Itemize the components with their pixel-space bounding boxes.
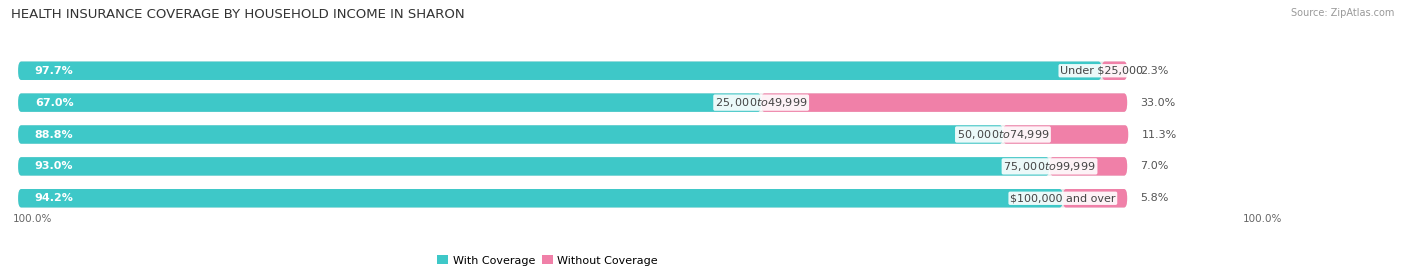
Text: 2.3%: 2.3% bbox=[1140, 66, 1168, 76]
Text: 88.8%: 88.8% bbox=[35, 129, 73, 140]
FancyBboxPatch shape bbox=[18, 125, 1128, 144]
FancyBboxPatch shape bbox=[18, 93, 1128, 112]
FancyBboxPatch shape bbox=[18, 93, 761, 112]
Text: 94.2%: 94.2% bbox=[35, 193, 73, 203]
Legend: With Coverage, Without Coverage: With Coverage, Without Coverage bbox=[433, 251, 662, 269]
Text: 100.0%: 100.0% bbox=[13, 214, 52, 224]
Text: Source: ZipAtlas.com: Source: ZipAtlas.com bbox=[1291, 8, 1395, 18]
FancyBboxPatch shape bbox=[18, 157, 1049, 176]
Text: 93.0%: 93.0% bbox=[35, 161, 73, 171]
FancyBboxPatch shape bbox=[761, 93, 1128, 112]
Text: $75,000 to $99,999: $75,000 to $99,999 bbox=[1004, 160, 1095, 173]
Text: 97.7%: 97.7% bbox=[35, 66, 73, 76]
FancyBboxPatch shape bbox=[18, 157, 1128, 176]
Text: $100,000 and over: $100,000 and over bbox=[1010, 193, 1115, 203]
FancyBboxPatch shape bbox=[1049, 157, 1128, 176]
Text: 5.8%: 5.8% bbox=[1140, 193, 1168, 203]
Text: 7.0%: 7.0% bbox=[1140, 161, 1168, 171]
Text: $25,000 to $49,999: $25,000 to $49,999 bbox=[714, 96, 807, 109]
FancyBboxPatch shape bbox=[18, 125, 1002, 144]
Text: 33.0%: 33.0% bbox=[1140, 98, 1175, 108]
FancyBboxPatch shape bbox=[1063, 189, 1128, 207]
FancyBboxPatch shape bbox=[18, 62, 1102, 80]
FancyBboxPatch shape bbox=[18, 189, 1128, 207]
FancyBboxPatch shape bbox=[18, 62, 1128, 80]
FancyBboxPatch shape bbox=[1002, 125, 1128, 144]
Text: Under $25,000: Under $25,000 bbox=[1060, 66, 1143, 76]
Text: 67.0%: 67.0% bbox=[35, 98, 73, 108]
Text: HEALTH INSURANCE COVERAGE BY HOUSEHOLD INCOME IN SHARON: HEALTH INSURANCE COVERAGE BY HOUSEHOLD I… bbox=[11, 8, 465, 21]
FancyBboxPatch shape bbox=[1102, 62, 1128, 80]
Text: 100.0%: 100.0% bbox=[1243, 214, 1282, 224]
Text: 11.3%: 11.3% bbox=[1142, 129, 1177, 140]
Text: $50,000 to $74,999: $50,000 to $74,999 bbox=[956, 128, 1049, 141]
FancyBboxPatch shape bbox=[18, 189, 1063, 207]
